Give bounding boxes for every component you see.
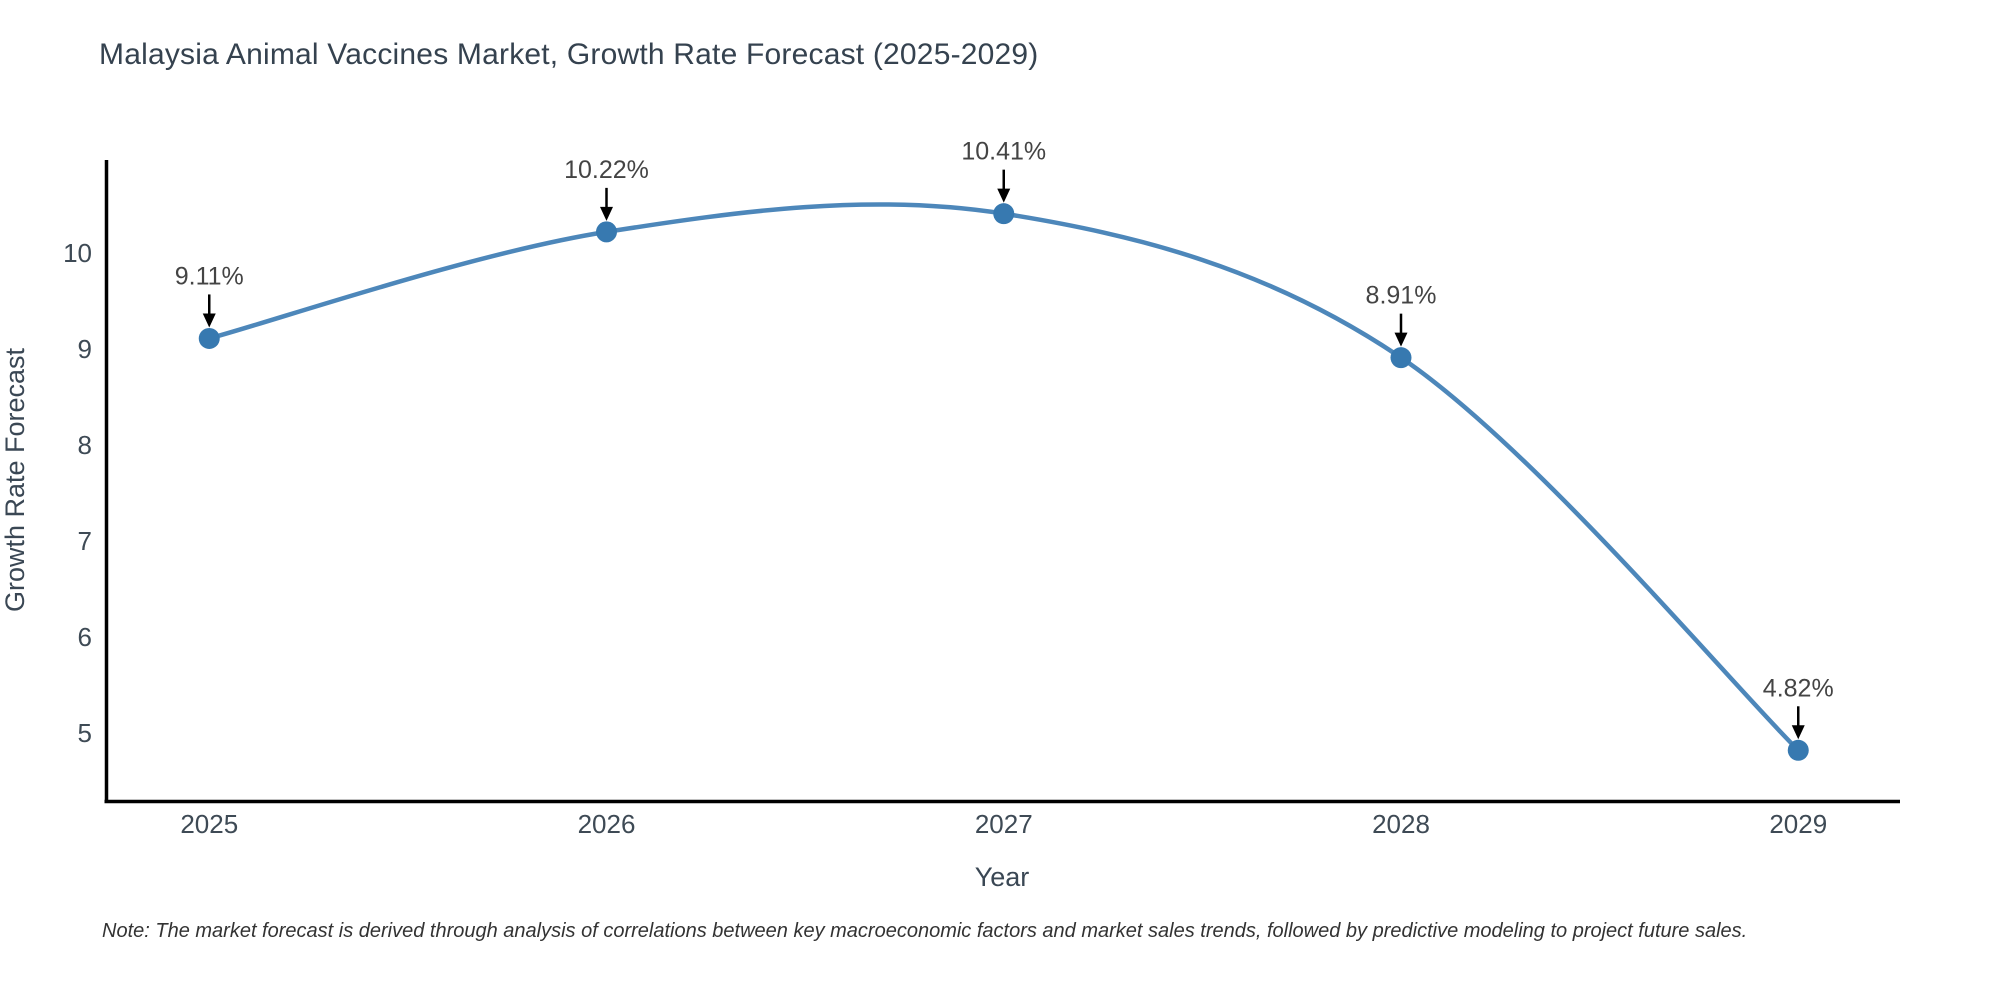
data-point-label-2028: 8.91% bbox=[1366, 282, 1437, 310]
y-axis-title: Growth Rate Forecast bbox=[0, 347, 30, 612]
x-axis-title: Year bbox=[975, 862, 1030, 892]
data-point-label-2027: 10.41% bbox=[961, 138, 1046, 166]
x-tick-label-2026: 2026 bbox=[578, 809, 636, 839]
data-point-label-2025: 9.11% bbox=[175, 262, 244, 290]
data-point-marker-2028 bbox=[1390, 347, 1412, 369]
data-point-label-2029: 4.82% bbox=[1763, 674, 1834, 702]
forecast-curve-group bbox=[207, 202, 1801, 753]
y-tick-label-6: 6 bbox=[78, 622, 92, 652]
data-point-marker-2029 bbox=[1787, 739, 1809, 761]
annotation-arrow-head bbox=[997, 188, 1011, 203]
annotations-group: 9.11% 10.22% 10.41% 8.91% 4.82% bbox=[175, 138, 1834, 740]
footnote: Note: The market forecast is derived thr… bbox=[102, 920, 1748, 942]
y-tick-labels-group: 5 6 7 8 9 10 bbox=[63, 238, 92, 748]
data-point-marker-2025 bbox=[198, 327, 220, 349]
annotation-arrow-head bbox=[202, 313, 216, 328]
x-tick-label-2027: 2027 bbox=[975, 809, 1033, 839]
y-tick-label-8: 8 bbox=[78, 430, 92, 460]
data-point-marker-2026 bbox=[596, 221, 617, 243]
data-point-markers-group bbox=[198, 203, 1809, 761]
data-point-label-2026: 10.22% bbox=[564, 156, 649, 184]
forecast-line bbox=[207, 202, 1801, 753]
annotation-arrow-head bbox=[600, 206, 613, 221]
y-tick-label-9: 9 bbox=[78, 334, 92, 364]
x-tick-label-2028: 2028 bbox=[1372, 809, 1430, 839]
y-tick-label-10: 10 bbox=[63, 238, 92, 268]
annotation-arrow-head bbox=[1394, 332, 1408, 347]
y-tick-label-7: 7 bbox=[78, 526, 92, 556]
annotation-arrow-head bbox=[1791, 725, 1805, 740]
x-tick-label-2025: 2025 bbox=[180, 809, 238, 839]
data-point-marker-2027 bbox=[993, 203, 1015, 225]
x-tick-labels-group: 2025 2026 2027 2028 2029 bbox=[180, 809, 1827, 839]
y-tick-label-5: 5 bbox=[78, 718, 92, 748]
chart-title: Malaysia Animal Vaccines Market, Growth … bbox=[99, 38, 1039, 71]
x-tick-label-2029: 2029 bbox=[1769, 809, 1827, 839]
